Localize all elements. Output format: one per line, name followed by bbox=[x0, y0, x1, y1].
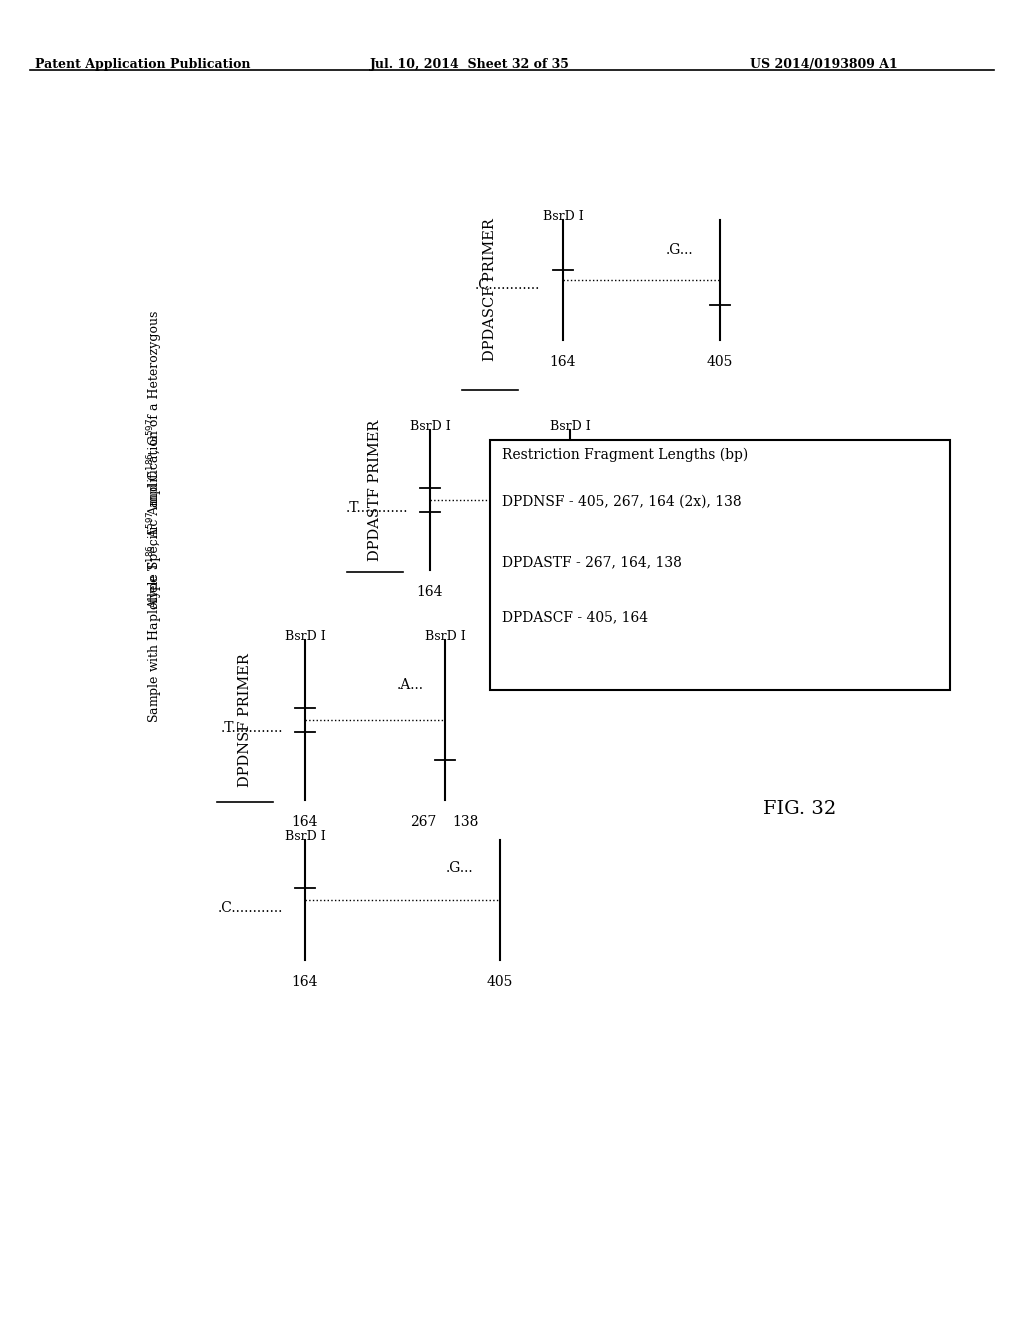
Text: BsrD I: BsrD I bbox=[285, 830, 326, 843]
Text: .G...: .G... bbox=[446, 861, 474, 875]
Text: BsrD I: BsrD I bbox=[410, 420, 451, 433]
Text: Patent Application Publication: Patent Application Publication bbox=[35, 58, 251, 71]
Text: .C............: .C............ bbox=[218, 902, 283, 915]
Text: .A...: .A... bbox=[521, 458, 549, 473]
Text: Allele Specific Amplification of a Heterozygous: Allele Specific Amplification of a Heter… bbox=[148, 310, 162, 610]
Text: US 2014/0193809 A1: US 2014/0193809 A1 bbox=[750, 58, 898, 71]
Text: Jul. 10, 2014  Sheet 32 of 35: Jul. 10, 2014 Sheet 32 of 35 bbox=[370, 58, 570, 71]
Text: FIG. 32: FIG. 32 bbox=[763, 800, 837, 818]
Text: DPDASCF PRIMER: DPDASCF PRIMER bbox=[483, 219, 497, 362]
Text: 164: 164 bbox=[292, 814, 318, 829]
Text: 405: 405 bbox=[707, 355, 733, 370]
Text: .C............: .C............ bbox=[475, 279, 540, 292]
Text: 267: 267 bbox=[535, 585, 561, 599]
Text: 267: 267 bbox=[410, 814, 436, 829]
Text: BsrD I: BsrD I bbox=[285, 630, 326, 643]
Text: DPDASCF - 405, 164: DPDASCF - 405, 164 bbox=[502, 610, 648, 624]
Text: 164: 164 bbox=[292, 975, 318, 989]
Text: .T............: .T............ bbox=[345, 502, 408, 515]
Bar bbox=[490, 440, 950, 690]
Text: 164: 164 bbox=[417, 585, 443, 599]
Text: Sample with Haplotype T$^{186}$, A$^{597}$ and C$^{186}$, G$^{597}$: Sample with Haplotype T$^{186}$, A$^{597… bbox=[145, 417, 165, 722]
Text: .A...: .A... bbox=[396, 678, 424, 692]
Text: DPDASTF - 267, 164, 138: DPDASTF - 267, 164, 138 bbox=[502, 554, 682, 569]
Text: 138: 138 bbox=[452, 814, 478, 829]
Text: Restriction Fragment Lengths (bp): Restriction Fragment Lengths (bp) bbox=[502, 447, 749, 462]
Text: BsrD I: BsrD I bbox=[425, 630, 465, 643]
Text: DPDNSF - 405, 267, 164 (2x), 138: DPDNSF - 405, 267, 164 (2x), 138 bbox=[502, 495, 741, 510]
Text: DPDNSF PRIMER: DPDNSF PRIMER bbox=[238, 653, 252, 787]
Text: .G...: .G... bbox=[667, 243, 694, 257]
Text: DPDASTF PRIMER: DPDASTF PRIMER bbox=[368, 420, 382, 561]
Text: BsrD I: BsrD I bbox=[543, 210, 584, 223]
Text: 138: 138 bbox=[577, 585, 603, 599]
Text: 164: 164 bbox=[550, 355, 577, 370]
Text: BsrD I: BsrD I bbox=[550, 420, 591, 433]
Text: 405: 405 bbox=[486, 975, 513, 989]
Text: .T............: .T............ bbox=[220, 721, 283, 735]
